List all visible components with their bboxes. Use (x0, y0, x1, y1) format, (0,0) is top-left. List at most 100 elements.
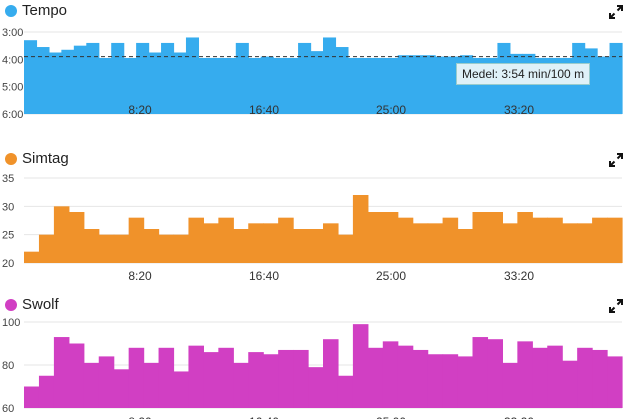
bar[interactable] (210, 57, 224, 114)
bar[interactable] (347, 57, 361, 114)
bar[interactable] (73, 45, 87, 114)
bar[interactable] (517, 212, 533, 263)
bar[interactable] (382, 212, 399, 263)
bar[interactable] (128, 217, 145, 263)
bar[interactable] (372, 57, 386, 114)
bar[interactable] (83, 229, 100, 263)
bar[interactable] (442, 217, 459, 263)
bar[interactable] (352, 324, 369, 408)
bar[interactable] (607, 217, 623, 263)
bar[interactable] (367, 347, 384, 408)
bar[interactable] (38, 234, 55, 263)
bar[interactable] (337, 375, 354, 408)
bar[interactable] (188, 345, 204, 408)
bar[interactable] (111, 42, 125, 114)
bar[interactable] (158, 234, 175, 263)
bar[interactable] (597, 56, 611, 114)
bar[interactable] (235, 42, 249, 114)
simtag-legend-dot[interactable] (5, 153, 17, 165)
bar[interactable] (223, 57, 237, 114)
bar[interactable] (609, 42, 623, 114)
bar[interactable] (367, 212, 384, 263)
bar[interactable] (323, 339, 339, 408)
bar[interactable] (547, 217, 563, 263)
swolf-legend-dot[interactable] (5, 299, 17, 311)
bar[interactable] (278, 349, 294, 408)
bar[interactable] (263, 354, 279, 408)
bar[interactable] (36, 47, 50, 114)
bar[interactable] (323, 223, 339, 263)
bar[interactable] (577, 347, 593, 408)
bar[interactable] (472, 337, 489, 408)
bar[interactable] (24, 251, 40, 263)
bar[interactable] (98, 356, 115, 408)
bar[interactable] (233, 229, 249, 263)
bar[interactable] (48, 52, 62, 115)
bar[interactable] (173, 234, 190, 263)
bar[interactable] (38, 375, 55, 408)
expand-icon[interactable] (609, 153, 623, 167)
bar[interactable] (532, 217, 548, 263)
bar[interactable] (337, 234, 354, 263)
bar[interactable] (83, 362, 100, 408)
bar[interactable] (592, 349, 608, 408)
bar[interactable] (263, 223, 279, 263)
bar[interactable] (547, 345, 563, 408)
bar[interactable] (188, 217, 204, 263)
bar[interactable] (98, 234, 115, 263)
bar[interactable] (422, 55, 436, 114)
bar[interactable] (397, 217, 414, 263)
bar[interactable] (143, 362, 160, 408)
bar[interactable] (185, 37, 200, 114)
bar[interactable] (360, 57, 374, 114)
bar[interactable] (308, 367, 324, 408)
bar[interactable] (278, 217, 294, 263)
bar[interactable] (562, 360, 578, 408)
bar[interactable] (577, 223, 593, 263)
bar[interactable] (457, 356, 474, 408)
bar[interactable] (161, 42, 175, 114)
simtag-chart[interactable]: 35 30 25 20 8:20 16:40 25:00 33:20 (0, 170, 630, 285)
bar[interactable] (198, 57, 212, 114)
bar[interactable] (335, 47, 349, 114)
bar[interactable] (273, 57, 287, 114)
bar[interactable] (502, 362, 518, 408)
bar[interactable] (532, 347, 548, 408)
bar[interactable] (457, 229, 474, 263)
bar[interactable] (323, 37, 337, 114)
bar[interactable] (487, 339, 503, 408)
bar[interactable] (143, 229, 160, 263)
bar[interactable] (61, 49, 75, 115)
bar[interactable] (113, 234, 130, 263)
bar[interactable] (310, 51, 324, 114)
bar[interactable] (293, 229, 309, 263)
bar[interactable] (113, 369, 130, 408)
bar[interactable] (24, 40, 38, 115)
bar[interactable] (98, 57, 112, 114)
bar[interactable] (203, 352, 219, 408)
bar[interactable] (487, 212, 503, 263)
bar[interactable] (158, 347, 175, 408)
bar[interactable] (412, 349, 429, 408)
bar[interactable] (173, 371, 190, 408)
tempo-legend-dot[interactable] (5, 5, 17, 17)
bar[interactable] (53, 337, 70, 408)
bar[interactable] (382, 341, 399, 408)
bar[interactable] (592, 217, 608, 263)
swolf-chart[interactable]: 100 80 60 8:20 16:40 25:00 33:20 (0, 316, 630, 419)
bar[interactable] (128, 347, 145, 408)
bar[interactable] (472, 212, 489, 263)
bar[interactable] (53, 206, 70, 263)
bar[interactable] (248, 223, 264, 263)
bar[interactable] (173, 52, 187, 115)
bar[interactable] (397, 345, 414, 408)
bar[interactable] (218, 217, 234, 263)
bar[interactable] (410, 55, 424, 114)
bar[interactable] (248, 352, 264, 408)
bar[interactable] (68, 212, 85, 263)
bar[interactable] (352, 195, 369, 263)
bar[interactable] (298, 42, 312, 114)
bar[interactable] (502, 223, 518, 263)
bar[interactable] (308, 229, 324, 263)
expand-icon[interactable] (609, 299, 623, 313)
